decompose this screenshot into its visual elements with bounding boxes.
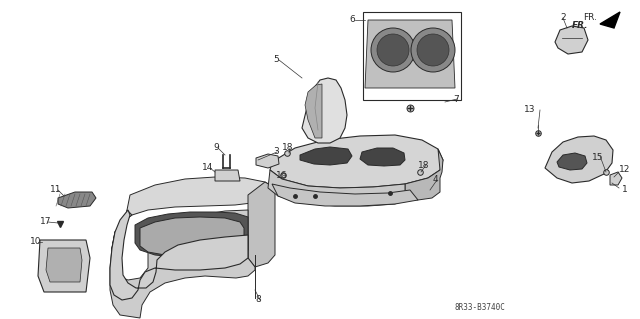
Text: 6: 6: [349, 16, 355, 25]
Polygon shape: [557, 153, 587, 170]
Text: 4: 4: [432, 175, 438, 184]
Polygon shape: [302, 78, 347, 143]
Polygon shape: [600, 12, 620, 28]
Text: 18: 18: [419, 160, 429, 169]
Polygon shape: [555, 26, 588, 54]
Text: 9: 9: [213, 144, 219, 152]
Polygon shape: [110, 210, 248, 300]
Polygon shape: [46, 248, 82, 282]
Polygon shape: [270, 135, 443, 188]
Polygon shape: [38, 240, 90, 292]
Polygon shape: [248, 182, 275, 267]
Polygon shape: [125, 177, 275, 220]
Circle shape: [377, 34, 409, 66]
Polygon shape: [300, 147, 352, 165]
Circle shape: [371, 28, 415, 72]
Text: 7: 7: [453, 95, 459, 105]
Text: 12: 12: [620, 166, 630, 174]
Polygon shape: [268, 170, 405, 206]
Polygon shape: [365, 20, 455, 88]
Polygon shape: [58, 192, 96, 208]
Text: 16: 16: [276, 170, 288, 180]
Text: 15: 15: [592, 153, 604, 162]
Text: 1: 1: [622, 186, 628, 195]
Text: 18: 18: [282, 144, 294, 152]
Polygon shape: [545, 136, 613, 183]
Polygon shape: [610, 172, 622, 185]
Circle shape: [411, 28, 455, 72]
Text: 2: 2: [560, 13, 566, 23]
Text: 8: 8: [255, 295, 261, 305]
Polygon shape: [135, 212, 248, 258]
Circle shape: [417, 34, 449, 66]
Polygon shape: [140, 217, 244, 256]
Polygon shape: [215, 170, 240, 181]
Polygon shape: [272, 184, 418, 206]
Text: 5: 5: [273, 56, 279, 64]
Polygon shape: [305, 84, 322, 138]
Text: FR.: FR.: [572, 21, 588, 31]
Text: 3: 3: [273, 147, 279, 157]
Text: 8R33-B3740C: 8R33-B3740C: [454, 303, 506, 313]
Text: 13: 13: [524, 106, 536, 115]
Text: 17: 17: [40, 218, 52, 226]
Text: FR.: FR.: [583, 13, 597, 23]
Polygon shape: [360, 148, 405, 166]
Polygon shape: [405, 149, 443, 200]
Polygon shape: [256, 154, 279, 168]
Polygon shape: [110, 210, 255, 318]
Text: 11: 11: [51, 186, 61, 195]
Text: 10: 10: [30, 238, 42, 247]
Text: 14: 14: [202, 164, 214, 173]
